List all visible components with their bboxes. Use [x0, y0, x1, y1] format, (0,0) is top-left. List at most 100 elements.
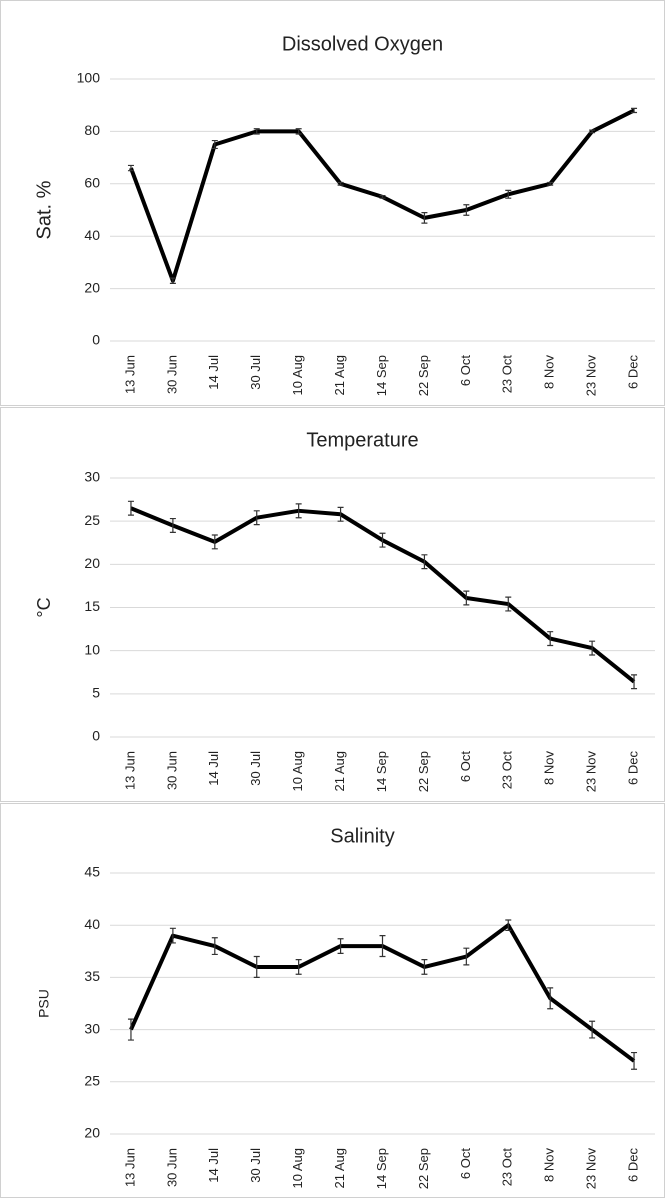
x-tick-label: 23 Nov [584, 751, 599, 793]
x-tick-label: 13 Jun [122, 751, 137, 790]
x-tick-label: 21 Aug [332, 355, 347, 396]
error-bar [631, 1051, 638, 1070]
x-tick-label: 23 Nov [584, 1148, 599, 1190]
error-bar [337, 938, 344, 954]
error-bar [253, 128, 260, 135]
x-tick-label: 10 Aug [290, 1148, 305, 1189]
x-tick-label: 30 Jun [164, 1148, 179, 1187]
x-tick-label: 6 Oct [458, 1148, 473, 1179]
x-tick-label: 23 Oct [500, 751, 515, 790]
y-tick-label: 10 [84, 641, 100, 657]
error-bar [127, 1018, 134, 1041]
error-bar [505, 919, 512, 932]
error-bar [589, 1020, 596, 1039]
x-tick-label: 14 Sep [374, 751, 389, 792]
x-tick-label: 8 Nov [542, 751, 557, 785]
error-bar [463, 204, 470, 216]
x-tick-label: 8 Nov [542, 355, 557, 389]
error-bar [421, 212, 428, 224]
error-bar [337, 181, 344, 186]
x-tick-label: 13 Jun [122, 355, 137, 394]
x-tick-label: 21 Aug [332, 1148, 347, 1189]
x-tick-label: 13 Jun [122, 1148, 137, 1187]
x-tick-label: 22 Sep [416, 751, 431, 792]
error-bar [295, 128, 302, 135]
panel-frame [0, 0, 665, 406]
error-bar [421, 959, 428, 975]
x-tick-label: 14 Sep [374, 355, 389, 396]
error-bar [379, 532, 386, 548]
y-tick-label: 25 [84, 1073, 100, 1089]
x-tick-label: 10 Aug [290, 751, 305, 792]
y-tick-label: 45 [84, 864, 100, 880]
y-tick-label: 20 [84, 279, 100, 295]
error-bar [127, 500, 134, 516]
y-axis-label: Sat. % [33, 180, 55, 239]
error-bar [211, 139, 218, 150]
y-tick-label: 0 [92, 728, 100, 744]
x-tick-label: 30 Jul [248, 1148, 263, 1183]
error-bar [211, 534, 218, 550]
error-bar [505, 596, 512, 612]
error-bar [589, 129, 596, 134]
error-bar [253, 955, 260, 978]
y-tick-label: 80 [84, 122, 100, 138]
error-bar [379, 194, 386, 199]
error-bar [505, 189, 512, 199]
x-tick-label: 6 Dec [625, 1148, 640, 1182]
x-tick-label: 22 Sep [416, 355, 431, 396]
y-tick-label: 20 [84, 555, 100, 571]
chart-title: Dissolved Oxygen [282, 33, 443, 55]
y-tick-label: 20 [84, 1125, 100, 1141]
error-bar [463, 590, 470, 606]
x-tick-label: 30 Jun [164, 355, 179, 394]
error-bar [127, 164, 134, 172]
error-bar [169, 517, 176, 533]
x-tick-label: 6 Oct [458, 751, 473, 782]
chart-title: Temperature [306, 429, 418, 451]
error-bar [547, 987, 554, 1010]
panel-frame [0, 407, 665, 802]
x-tick-label: 23 Oct [500, 1148, 515, 1187]
error-bar [463, 947, 470, 966]
y-tick-label: 25 [84, 512, 100, 528]
x-tick-label: 14 Sep [374, 1148, 389, 1189]
error-bar [211, 937, 218, 956]
error-bar [169, 277, 176, 284]
error-bar [421, 554, 428, 570]
x-tick-label: 14 Jul [206, 355, 221, 390]
y-tick-label: 30 [84, 469, 100, 485]
error-bar [631, 107, 638, 114]
x-tick-label: 22 Sep [416, 1148, 431, 1189]
y-axis-label: PSU [36, 989, 52, 1018]
x-tick-label: 6 Oct [458, 355, 473, 386]
error-bar [337, 506, 344, 522]
error-bar [169, 927, 176, 944]
y-axis-label: °C [34, 597, 54, 617]
x-tick-label: 30 Jul [248, 751, 263, 786]
x-tick-label: 21 Aug [332, 751, 347, 792]
y-tick-label: 15 [84, 598, 100, 614]
y-tick-label: 35 [84, 968, 100, 984]
y-tick-label: 100 [77, 70, 101, 86]
x-tick-label: 8 Nov [542, 1148, 557, 1182]
y-tick-label: 5 [92, 685, 100, 701]
x-tick-label: 6 Dec [625, 355, 640, 389]
y-tick-label: 0 [92, 332, 100, 348]
x-tick-label: 23 Nov [584, 355, 599, 397]
error-bar [547, 631, 554, 647]
x-tick-label: 23 Oct [500, 355, 515, 394]
chart-title: Salinity [330, 825, 394, 847]
panel-frame [0, 803, 665, 1198]
error-bar [295, 503, 302, 519]
x-tick-label: 14 Jul [206, 751, 221, 786]
y-tick-label: 40 [84, 916, 100, 932]
x-tick-label: 6 Dec [625, 751, 640, 785]
x-tick-label: 30 Jul [248, 355, 263, 390]
error-bar [379, 935, 386, 958]
error-bar [547, 181, 554, 186]
error-bar [631, 674, 638, 690]
y-tick-label: 40 [84, 227, 100, 243]
x-tick-label: 10 Aug [290, 355, 305, 396]
